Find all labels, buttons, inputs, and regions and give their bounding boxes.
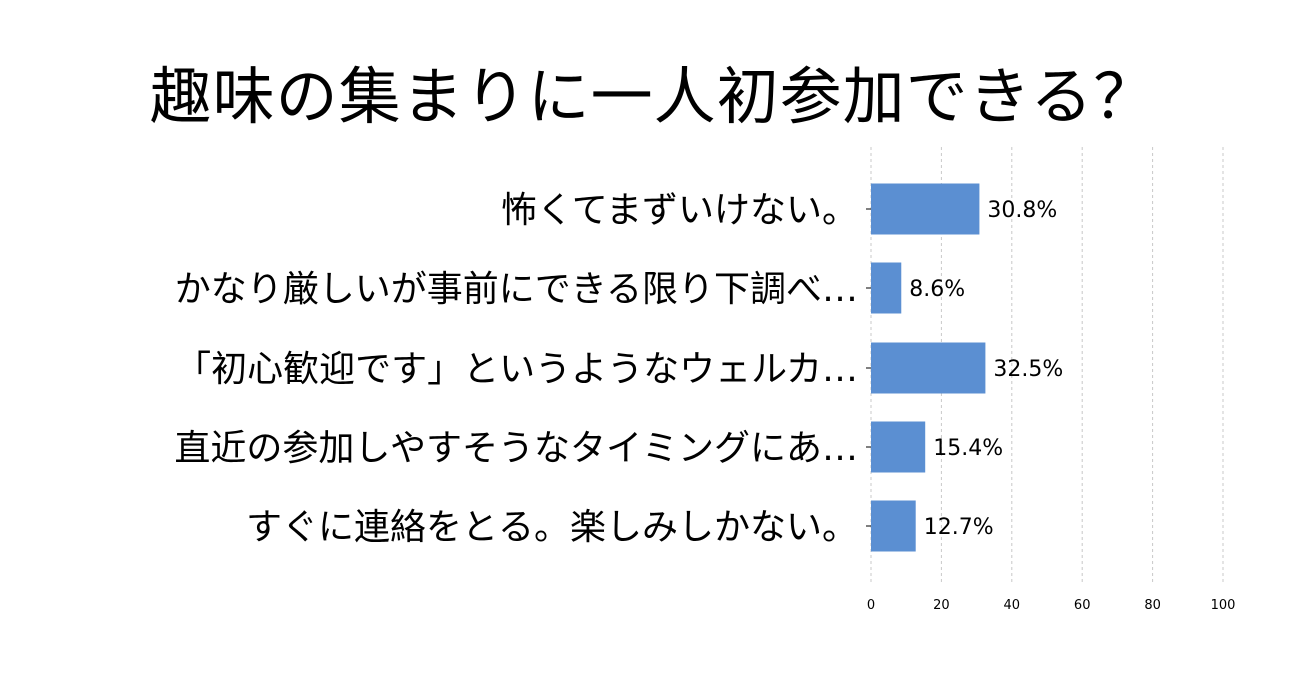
category-label: かなり厳しいが事前にできる限り下調べ… [175,269,858,310]
bar [871,183,980,235]
x-axis-ticks: 0 20 40 60 80 100 [867,598,1236,613]
value-label: 30.8% [987,198,1057,223]
x-tick-label: 80 [1144,598,1161,613]
value-labels: 30.8% 8.6% 32.5% 15.4% 12.7% [909,198,1063,540]
bar [871,500,916,552]
x-tick-label: 40 [1004,598,1021,613]
category-label: すぐに連絡をとる。楽しみしかない。 [246,507,858,548]
category-label: 「初心歓迎です」というようなウェルカ… [175,349,858,390]
x-tick-label: 60 [1074,598,1091,613]
category-labels: 怖くてまずいけない。かなり厳しいが事前にできる限り下調べ… 「初心歓迎です」という… [174,190,858,548]
x-tick-label: 100 [1211,598,1236,613]
value-label: 8.6% [909,277,965,302]
value-label: 32.5% [993,357,1063,382]
bars [866,183,986,552]
category-label: 直近の参加しやすそうなタイミングにあ… [174,428,858,469]
value-label: 12.7% [924,515,994,540]
category-label: 怖くてまずいけない。 [501,190,858,231]
bar [871,342,986,394]
value-label: 15.4% [933,436,1003,461]
x-tick-label: 0 [867,598,875,613]
bar [871,421,926,473]
bar [871,262,902,314]
x-tick-label: 20 [933,598,950,613]
chart-title: 趣味の集まりに一人初参加できる？ [149,60,1157,133]
